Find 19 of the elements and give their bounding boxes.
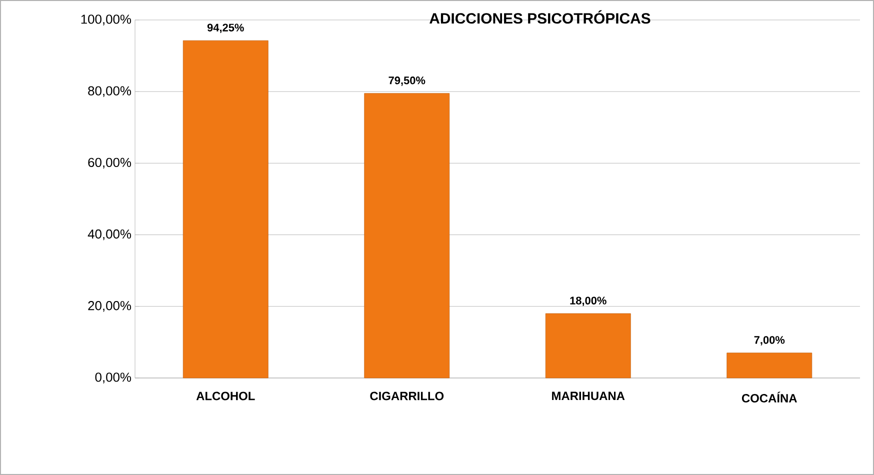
y-tick-label: 100,00%: [81, 14, 132, 26]
x-tick-label: CIGARRILLO: [370, 392, 444, 400]
x-tick-label: COCAÍNA: [742, 392, 797, 402]
y-tick-label: 0,00%: [95, 372, 132, 384]
bar: [545, 313, 631, 378]
y-tick-label: 40,00%: [88, 229, 132, 240]
x-tick-label: MARIHUANA: [552, 392, 625, 400]
x-tick-label: ALCOHOL: [196, 392, 255, 400]
bar: [726, 352, 812, 378]
y-tick-label: 80,00%: [88, 86, 132, 97]
data-label: 7,00%: [754, 336, 785, 346]
bar: [364, 93, 450, 378]
data-label: 18,00%: [570, 296, 606, 306]
y-tick-label: 60,00%: [88, 158, 132, 169]
bar: [182, 40, 268, 378]
data-label: 79,50%: [388, 76, 426, 86]
data-label: 94,25%: [207, 24, 244, 34]
chart-title: ADICCIONES PSICOTRÓPICAS: [430, 10, 650, 24]
y-tick-label: 20,00%: [88, 301, 132, 312]
